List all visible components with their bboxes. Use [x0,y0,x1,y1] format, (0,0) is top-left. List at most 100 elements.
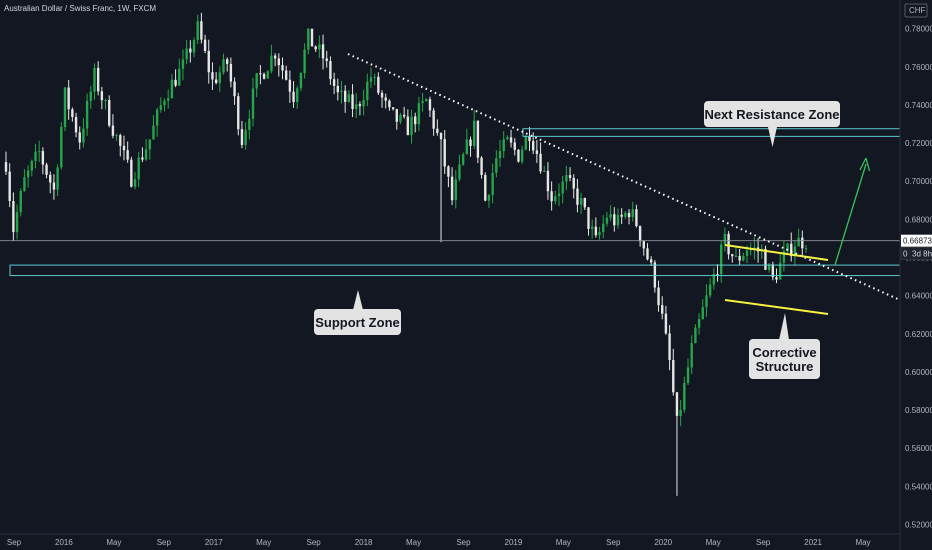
candle-body [528,136,531,142]
corrective-structure-callout-pointer [779,313,789,340]
candle-body [30,161,34,171]
next-resistance-callout-pointer [768,127,777,147]
candle-body [631,209,634,218]
candle-body [336,85,339,93]
projection-arrow-line [834,163,867,266]
support-zone-callout-text: Support Zone [315,315,400,330]
support-zone-callout[interactable]: Support Zone [314,290,401,335]
candle-body [624,212,627,217]
candle-body [60,126,63,168]
candle-body [627,212,631,218]
y-tick-label: 0.58000 [905,406,932,415]
y-tick-label: 0.52000 [905,520,932,529]
candle-body [565,175,568,182]
candle-body [122,145,126,151]
candle-body [414,116,417,125]
candle-body [273,55,277,59]
candle-body [458,164,461,180]
candle-body [443,139,446,167]
candle-body [303,49,306,74]
candle-body [425,99,428,102]
candle-body [104,99,107,101]
candle-body [402,114,406,117]
candle-body [513,142,516,150]
price-labels: 0.66873 3d 8h 0 [900,234,932,260]
structure-upper-line [724,244,829,261]
projection-arrow-head [859,157,871,172]
candle-body [170,79,174,99]
candle-body [277,58,281,66]
candle-body [572,177,575,189]
candle-body [801,237,804,249]
candle-body [266,71,269,79]
candle-body [421,101,424,104]
x-tick-label: Sep [606,538,621,547]
candle-body [222,59,225,73]
candle-body [487,194,491,201]
drawings [347,53,901,315]
candle-body [299,73,303,89]
candle-body [491,172,494,195]
candle-body [351,94,354,110]
candle-body [675,392,679,416]
candle-body [8,171,11,202]
candle-body [251,88,255,119]
candle-body [620,214,623,217]
candle-body [554,196,557,202]
currency-label-text: CHF [909,6,926,15]
candle-body [616,214,620,226]
currency-label[interactable]: CHF [904,3,928,18]
next-resistance-callout[interactable]: Next Resistance Zone [704,101,840,147]
candle-body [159,105,163,110]
candle-body [270,55,273,72]
candle-body [793,246,797,257]
countdown-label: 3d 8h [912,250,932,259]
candle-body [152,125,155,140]
candle-body [672,359,675,393]
candle-body [576,188,579,205]
candle-body [233,81,236,97]
candle-body [111,125,115,136]
candle-body [557,193,561,197]
candle-body [96,67,100,92]
x-tick-label: 2021 [804,538,822,547]
candle-body [546,170,550,192]
candle-body [742,255,745,261]
structure-lower-line [724,299,829,315]
candle-body [218,72,222,83]
x-tick-label: May [256,538,271,547]
candle-body [454,179,457,201]
last-price-label: 0.66873 [903,237,932,246]
candle-body [720,244,723,275]
candle-body [41,151,45,165]
candle-body [638,226,642,242]
candle-body [568,175,572,178]
candle-body [244,129,247,145]
candle-body [19,191,22,213]
x-tick-label: May [556,538,571,547]
candle-body [67,87,70,110]
candle-body [712,274,716,285]
candle-body [395,109,398,122]
descending-trendline [347,53,901,301]
candle-body [406,116,410,136]
candle-body [661,305,664,314]
corrective-structure-callout-text: Structure [756,359,814,374]
candle-body [56,167,59,190]
candle-body [694,327,697,344]
candle-body [775,277,778,280]
candle-body [200,21,203,40]
candle-body [141,157,144,160]
candle-body [524,136,528,150]
candle-body [163,100,166,106]
candle-body [52,182,56,190]
candle-body [314,46,317,50]
candle-body [465,139,469,155]
support-zone-callout-pointer [353,290,363,310]
x-tick-label: Sep [456,538,471,547]
candle-body [399,114,402,122]
candle-body [78,132,81,143]
y-tick-label: 0.68000 [905,215,932,224]
